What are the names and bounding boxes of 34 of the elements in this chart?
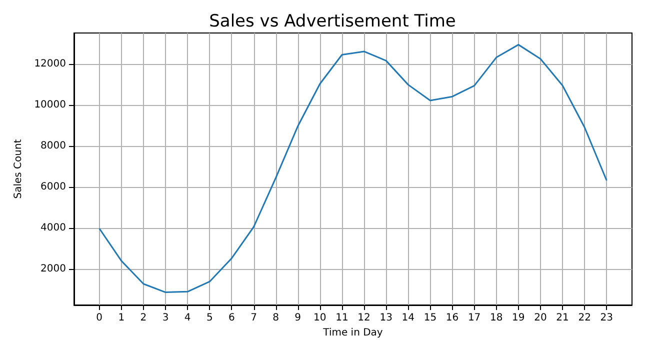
y-tick-label: 2000 (40, 263, 66, 274)
x-tick-label: 16 (446, 312, 459, 324)
x-tick-label: 22 (578, 312, 591, 324)
x-tick-label: 21 (556, 312, 569, 324)
x-tick-label: 1 (118, 312, 125, 324)
x-tick-label: 19 (512, 312, 525, 324)
x-tick-label: 10 (314, 312, 326, 324)
x-tick-label: 13 (380, 312, 392, 324)
x-tick-label: 11 (336, 312, 348, 324)
y-axis-title: Sales Count (12, 139, 24, 199)
x-tick-label: 23 (600, 312, 614, 324)
x-axis-title: Time in Day (322, 327, 383, 338)
y-tick-label: 4000 (40, 222, 66, 234)
y-tick-label: 12000 (34, 58, 66, 70)
x-tick-label: 17 (468, 312, 481, 324)
x-tick-label: 9 (294, 312, 302, 324)
x-tick-label: 5 (206, 312, 213, 324)
line-series (98, 44, 608, 294)
x-tick-label: 3 (162, 312, 169, 324)
y-tick-label: 8000 (40, 140, 66, 152)
chart-title: Sales vs Advertisement Time (209, 12, 456, 32)
x-tick-label: 0 (96, 312, 103, 324)
y-tick-label: 10000 (34, 99, 66, 110)
x-tick-label: 12 (358, 312, 370, 324)
x-tick-label: 7 (250, 312, 257, 324)
x-tick-label: 2 (140, 312, 147, 324)
x-tick-label: 18 (490, 312, 503, 324)
x-tick-label: 6 (228, 312, 235, 324)
x-tick-label: 4 (184, 312, 191, 324)
y-tick-label: 6000 (40, 181, 66, 192)
x-tick-label: 14 (402, 312, 415, 324)
x-tick-label: 20 (534, 312, 547, 324)
x-tick-label: 15 (424, 312, 437, 324)
x-tick-label: 8 (272, 312, 279, 324)
